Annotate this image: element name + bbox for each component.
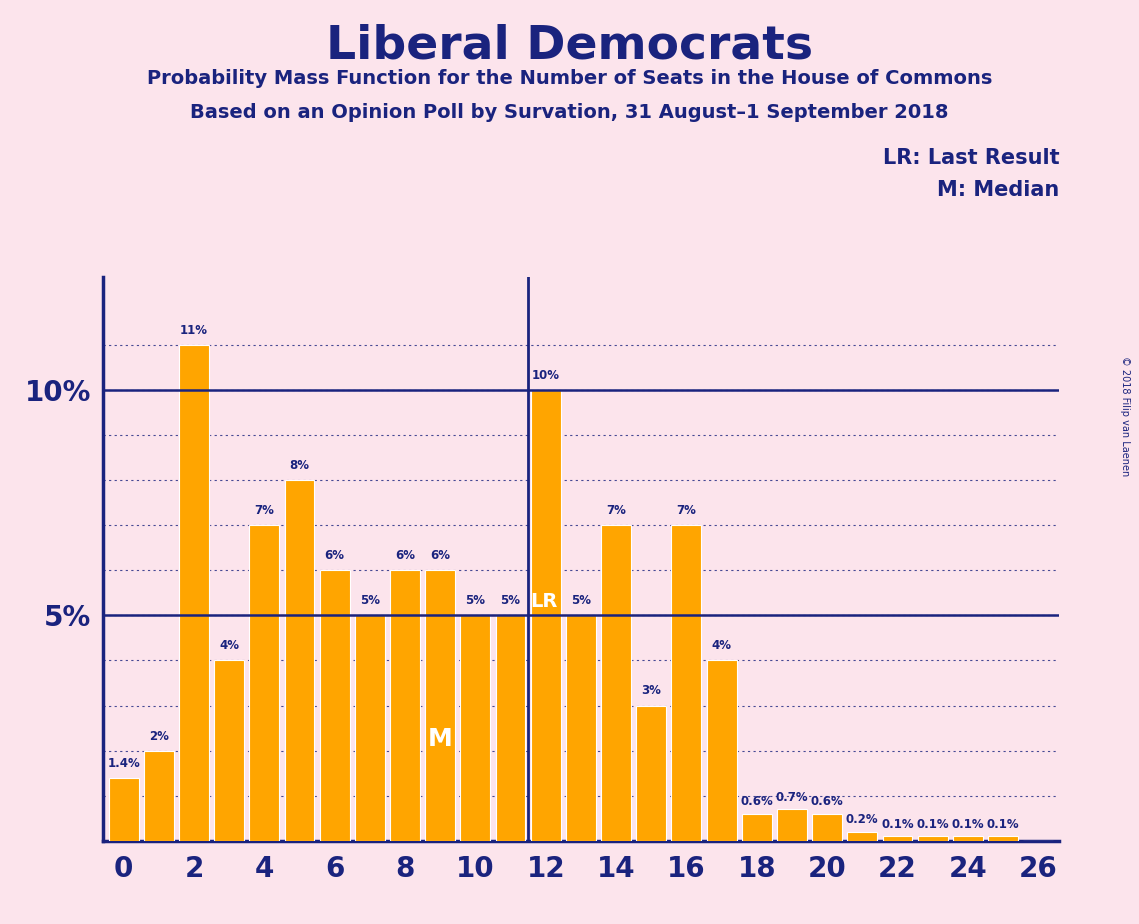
- Text: 11%: 11%: [180, 323, 208, 336]
- Text: 0.1%: 0.1%: [917, 818, 949, 831]
- Bar: [741, 814, 772, 841]
- Bar: [249, 525, 279, 841]
- Text: 5%: 5%: [466, 594, 485, 607]
- Text: 3%: 3%: [641, 685, 661, 698]
- Text: 7%: 7%: [677, 505, 696, 517]
- Bar: [355, 615, 385, 841]
- Text: 7%: 7%: [606, 505, 626, 517]
- Text: 6%: 6%: [395, 549, 415, 562]
- Text: 0.2%: 0.2%: [846, 813, 878, 826]
- Bar: [637, 706, 666, 841]
- Bar: [460, 615, 490, 841]
- Bar: [777, 809, 806, 841]
- Bar: [566, 615, 596, 841]
- Text: 0.1%: 0.1%: [951, 818, 984, 831]
- Bar: [214, 661, 244, 841]
- Bar: [390, 570, 420, 841]
- Text: Probability Mass Function for the Number of Seats in the House of Commons: Probability Mass Function for the Number…: [147, 69, 992, 89]
- Text: 0.1%: 0.1%: [986, 818, 1019, 831]
- Bar: [601, 525, 631, 841]
- Text: 4%: 4%: [219, 639, 239, 652]
- Bar: [144, 750, 174, 841]
- Text: 0.7%: 0.7%: [776, 791, 809, 804]
- Bar: [953, 836, 983, 841]
- Text: 6%: 6%: [431, 549, 450, 562]
- Text: 7%: 7%: [254, 505, 274, 517]
- Bar: [918, 836, 948, 841]
- Text: 5%: 5%: [571, 594, 591, 607]
- Text: 10%: 10%: [532, 369, 559, 382]
- Text: 0.6%: 0.6%: [811, 796, 844, 808]
- Bar: [812, 814, 842, 841]
- Text: Based on an Opinion Poll by Survation, 31 August–1 September 2018: Based on an Opinion Poll by Survation, 3…: [190, 103, 949, 123]
- Text: LR: Last Result: LR: Last Result: [883, 148, 1059, 168]
- Bar: [179, 345, 208, 841]
- Bar: [285, 480, 314, 841]
- Text: 4%: 4%: [712, 639, 731, 652]
- Text: Liberal Democrats: Liberal Democrats: [326, 23, 813, 68]
- Bar: [706, 661, 737, 841]
- Bar: [988, 836, 1018, 841]
- Bar: [425, 570, 456, 841]
- Text: 5%: 5%: [500, 594, 521, 607]
- Bar: [108, 778, 139, 841]
- Text: 0.6%: 0.6%: [740, 796, 773, 808]
- Text: 8%: 8%: [289, 459, 310, 472]
- Bar: [531, 390, 560, 841]
- Bar: [495, 615, 525, 841]
- Bar: [883, 836, 912, 841]
- Text: M: Median: M: Median: [937, 180, 1059, 201]
- Bar: [672, 525, 702, 841]
- Bar: [847, 832, 877, 841]
- Text: LR: LR: [530, 592, 557, 611]
- Text: 6%: 6%: [325, 549, 345, 562]
- Text: © 2018 Filip van Laenen: © 2018 Filip van Laenen: [1121, 356, 1130, 476]
- Bar: [320, 570, 350, 841]
- Text: M: M: [428, 726, 452, 750]
- Text: 0.1%: 0.1%: [882, 818, 913, 831]
- Text: 2%: 2%: [149, 730, 169, 743]
- Text: 1.4%: 1.4%: [107, 757, 140, 770]
- Text: 5%: 5%: [360, 594, 379, 607]
